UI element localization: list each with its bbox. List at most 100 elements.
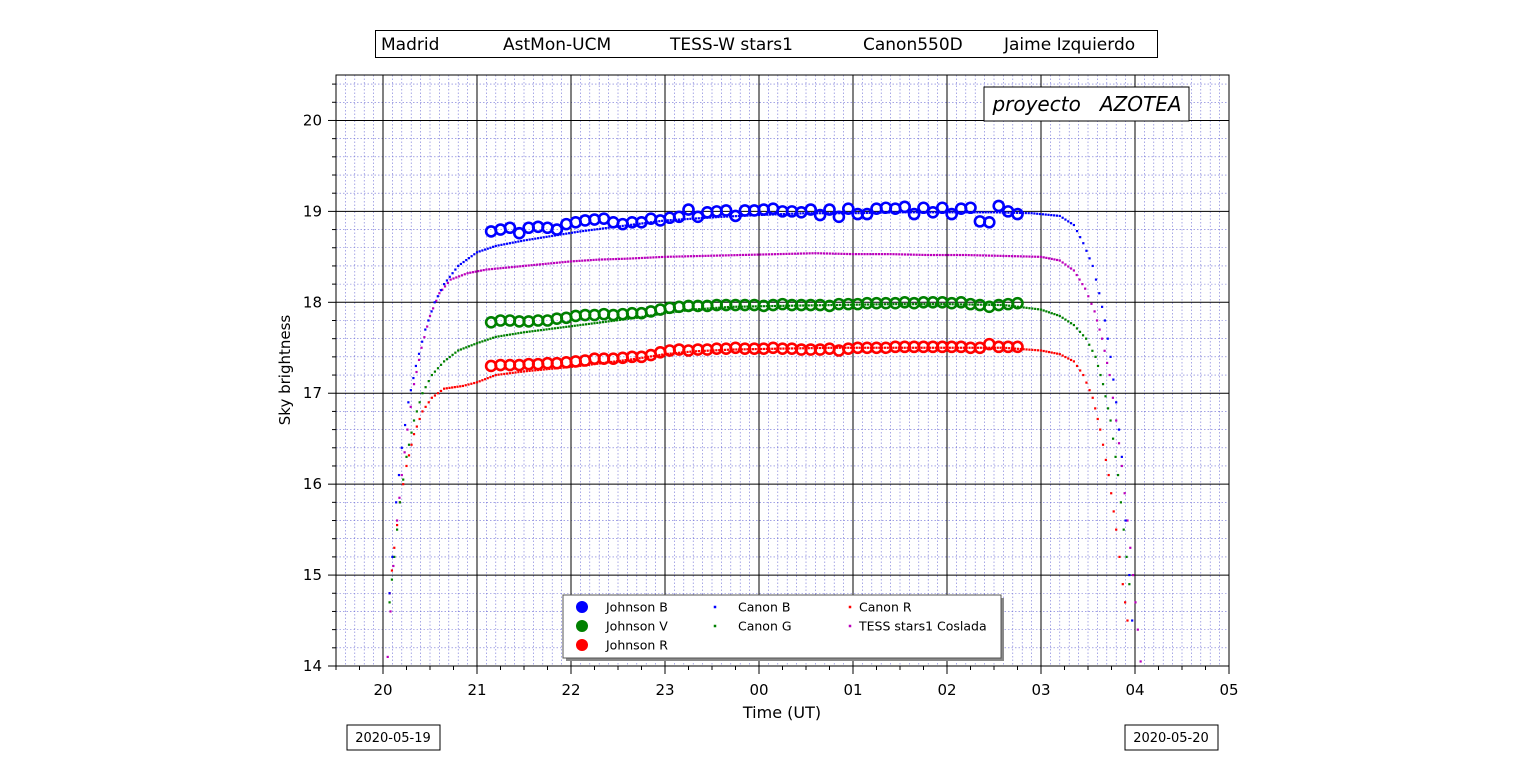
point-canon-r (528, 369, 531, 372)
point-canon-r (976, 346, 980, 349)
point-canon-g (462, 347, 465, 350)
point-tess-stars1-coslada (1101, 337, 1104, 340)
point-tess-stars1-coslada (935, 253, 938, 257)
point-tess-stars1-coslada (929, 253, 933, 257)
point-canon-r (579, 364, 582, 368)
point-canon-b (711, 216, 715, 219)
point-canon-g (448, 355, 451, 359)
point-tess-stars1-coslada (1005, 254, 1008, 258)
point-canon-b (641, 222, 644, 225)
point-canon-r (1053, 351, 1056, 355)
point-canon-g (807, 304, 810, 307)
point-tess-stars1-coslada (883, 253, 886, 256)
point-canon-g (531, 330, 534, 333)
point-tess-stars1-coslada (617, 257, 621, 261)
point-canon-b (1112, 378, 1115, 381)
point-tess-stars1-coslada (730, 254, 733, 257)
point-canon-r (988, 346, 991, 349)
point-tess-stars1-coslada (987, 254, 991, 257)
point-johnson-b (917, 201, 930, 215)
point-canon-b (467, 257, 471, 260)
point-canon-r (1022, 348, 1025, 351)
point-canon-b (424, 328, 427, 331)
point-canon-g (492, 336, 495, 339)
point-tess-stars1-coslada (924, 253, 927, 257)
point-tess-stars1-coslada (396, 519, 399, 522)
point-canon-r (649, 355, 652, 358)
point-canon-b (514, 241, 517, 244)
point-tess-stars1-coslada (496, 267, 499, 270)
point-canon-r (451, 386, 454, 389)
point-canon-r (459, 385, 462, 388)
point-canon-b (1079, 236, 1082, 239)
point-tess-stars1-coslada (1058, 259, 1061, 262)
point-canon-g (470, 344, 473, 347)
point-tess-stars1-coslada (646, 256, 649, 259)
point-canon-b (731, 215, 735, 218)
point-tess-stars1-coslada (412, 383, 416, 386)
point-tess-stars1-coslada (455, 276, 458, 279)
point-canon-r (621, 359, 624, 362)
point-tess-stars1-coslada (979, 254, 982, 257)
point-canon-b (1047, 213, 1050, 216)
point-canon-b (478, 250, 481, 253)
point-canon-r (872, 346, 875, 349)
point-canon-r (1008, 347, 1011, 350)
point-canon-r (1042, 349, 1045, 353)
point-canon-g (503, 334, 506, 337)
point-tess-stars1-coslada (550, 262, 553, 265)
point-canon-g (948, 303, 951, 306)
point-tess-stars1-coslada (567, 260, 570, 263)
point-tess-stars1-coslada (634, 257, 638, 260)
point-tess-stars1-coslada (1047, 257, 1051, 260)
point-tess-stars1-coslada (1078, 278, 1081, 281)
point-canon-g (545, 328, 548, 331)
point-canon-r (718, 349, 721, 352)
point-canon-r (793, 347, 796, 350)
point-canon-r (525, 370, 528, 373)
point-canon-b (678, 218, 681, 221)
point-tess-stars1-coslada (880, 253, 884, 256)
legend-entries: Johnson B Canon B Canon R Johnson V Canon G T… (576, 600, 987, 653)
series-johnson-v (484, 296, 1024, 329)
project-badge-box (983, 86, 1190, 122)
point-canon-g (1075, 327, 1079, 330)
point-canon-g (906, 303, 909, 306)
point-canon-g (835, 303, 839, 307)
point-canon-b (1024, 211, 1027, 215)
point-canon-g (1078, 330, 1082, 333)
point-canon-b (915, 211, 918, 214)
point-tess-stars1-coslada (490, 267, 494, 271)
point-tess-stars1-coslada (820, 252, 823, 255)
point-canon-r (534, 369, 537, 372)
point-tess-stars1-coslada (589, 259, 592, 262)
point-tess-stars1-coslada (493, 267, 496, 270)
point-canon-b (475, 251, 479, 254)
point-canon-r (436, 392, 440, 395)
point-canon-r (520, 370, 523, 373)
point-tess-stars1-coslada (469, 271, 472, 274)
point-tess-stars1-coslada (811, 252, 814, 255)
x-tick-label: 02 (937, 681, 956, 699)
point-tess-stars1-coslada (814, 252, 817, 255)
point-johnson-b (804, 203, 818, 216)
point-canon-r (1101, 443, 1105, 446)
point-johnson-v (1011, 296, 1024, 310)
point-canon-g (1128, 583, 1131, 586)
point-canon-r (1005, 346, 1008, 350)
point-canon-g (799, 304, 802, 307)
point-canon-g (405, 455, 408, 458)
point-canon-g (782, 304, 785, 307)
point-canon-g (979, 303, 982, 306)
point-tess-stars1-coslada (1084, 287, 1087, 290)
point-tess-stars1-coslada (499, 267, 502, 270)
point-tess-stars1-coslada (970, 254, 973, 257)
point-canon-b (562, 233, 565, 236)
point-canon-b (1069, 222, 1073, 225)
point-canon-r (1099, 428, 1102, 431)
date-label-right: 2020-05-20 (1124, 724, 1219, 751)
point-canon-g (517, 332, 520, 335)
point-canon-g (931, 303, 934, 306)
point-canon-r (895, 346, 898, 349)
point-canon-g (760, 305, 763, 308)
